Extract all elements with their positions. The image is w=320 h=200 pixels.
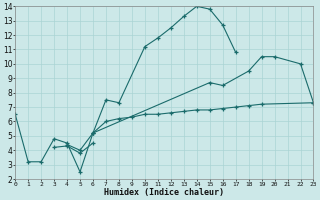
X-axis label: Humidex (Indice chaleur): Humidex (Indice chaleur) bbox=[104, 188, 224, 197]
